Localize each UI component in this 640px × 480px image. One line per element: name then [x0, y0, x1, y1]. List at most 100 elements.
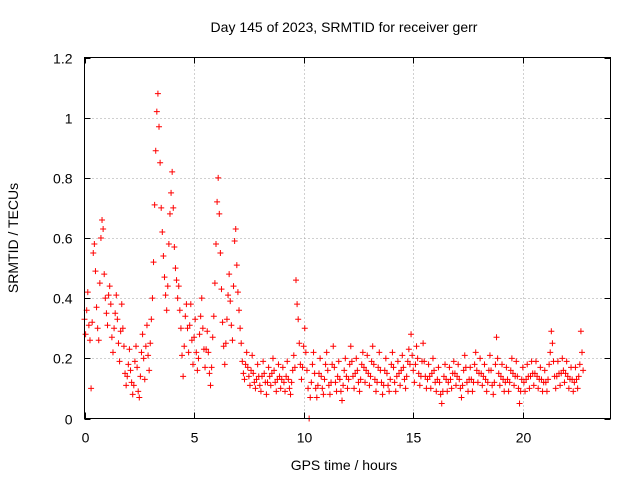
data-point — [170, 204, 177, 211]
data-point — [537, 364, 544, 371]
data-point — [431, 367, 438, 374]
data-point — [194, 367, 201, 374]
data-point — [99, 216, 106, 223]
data-point — [148, 316, 155, 323]
data-point — [227, 298, 234, 305]
data-point — [118, 301, 125, 308]
y-tick-label: 1.2 — [53, 51, 73, 67]
data-point — [545, 376, 552, 383]
data-point — [541, 367, 548, 374]
data-point — [145, 352, 152, 359]
data-point — [186, 322, 193, 329]
data-point — [257, 388, 264, 395]
data-point — [128, 379, 135, 386]
data-point — [143, 322, 150, 329]
data-point — [111, 325, 118, 332]
data-point — [408, 331, 415, 338]
data-point — [308, 379, 315, 386]
data-point — [108, 334, 115, 341]
data-point — [156, 123, 163, 130]
data-point — [117, 328, 124, 335]
data-point — [181, 343, 188, 350]
data-point — [301, 325, 308, 332]
data-point — [349, 373, 356, 380]
data-point — [579, 349, 586, 356]
data-point — [137, 373, 144, 380]
data-point — [107, 301, 114, 308]
data-point — [565, 385, 572, 392]
data-point — [352, 370, 359, 377]
data-point — [480, 373, 487, 380]
data-point — [334, 373, 341, 380]
data-point — [494, 355, 501, 362]
data-point — [445, 379, 452, 386]
data-point — [438, 400, 445, 407]
data-point — [403, 373, 410, 380]
data-point — [120, 343, 127, 350]
data-point — [125, 361, 132, 368]
data-point — [386, 388, 393, 395]
data-point — [523, 376, 530, 383]
data-point — [158, 204, 165, 211]
y-tick-label: 1 — [65, 111, 73, 127]
data-point — [101, 271, 108, 278]
chart-title: Day 145 of 2023, SRMTID for receiver ger… — [211, 19, 478, 35]
data-point — [461, 352, 468, 359]
data-point — [202, 364, 209, 371]
data-point — [124, 373, 131, 380]
data-point — [276, 373, 283, 380]
data-point — [359, 349, 366, 356]
data-point — [412, 361, 419, 368]
data-point — [347, 343, 354, 350]
data-point — [150, 259, 157, 266]
data-point — [86, 337, 93, 344]
data-point — [218, 286, 225, 293]
data-point — [531, 370, 538, 377]
data-point — [109, 349, 116, 356]
data-point — [427, 385, 434, 392]
data-point — [240, 370, 247, 377]
data-point — [398, 367, 405, 374]
data-point — [193, 349, 200, 356]
data-point — [135, 388, 142, 395]
data-point — [383, 370, 390, 377]
data-point — [189, 361, 196, 368]
data-point — [446, 364, 453, 371]
data-point — [450, 358, 457, 365]
data-point — [360, 364, 367, 371]
data-point — [234, 289, 241, 296]
data-point — [381, 367, 388, 374]
x-tick-label: 0 — [82, 430, 90, 446]
data-point — [192, 316, 199, 323]
data-point — [250, 370, 257, 377]
data-point — [577, 328, 584, 335]
data-point — [549, 340, 556, 347]
data-point — [388, 361, 395, 368]
data-point — [385, 382, 392, 389]
data-point — [264, 379, 271, 386]
data-point — [221, 361, 228, 368]
data-point — [376, 349, 383, 356]
data-point — [324, 367, 331, 374]
data-point — [179, 352, 186, 359]
data-point — [547, 349, 554, 356]
data-point — [206, 370, 213, 377]
data-point — [161, 274, 168, 281]
data-point — [222, 340, 229, 347]
data-point — [436, 379, 443, 386]
data-point — [139, 331, 146, 338]
data-point — [169, 168, 176, 175]
data-point — [394, 358, 401, 365]
plot-frame — [84, 57, 611, 419]
data-point — [508, 355, 515, 362]
data-point — [499, 361, 506, 368]
data-point — [405, 346, 412, 353]
data-point — [105, 292, 112, 299]
data-point — [468, 376, 475, 383]
data-point — [294, 301, 301, 308]
data-point — [366, 382, 373, 389]
data-point — [241, 376, 248, 383]
data-point — [162, 292, 169, 299]
data-point — [104, 322, 111, 329]
data-point — [268, 370, 275, 377]
